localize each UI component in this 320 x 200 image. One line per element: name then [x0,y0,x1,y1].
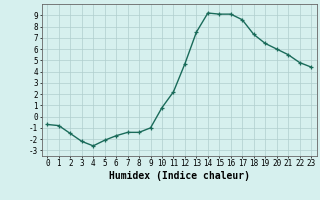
X-axis label: Humidex (Indice chaleur): Humidex (Indice chaleur) [109,171,250,181]
